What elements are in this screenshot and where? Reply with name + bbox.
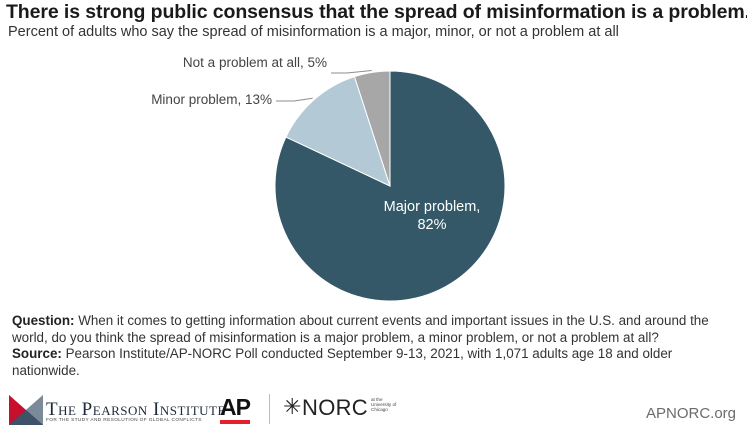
site-url: APNORC.org: [646, 405, 737, 422]
chart-subtitle: Percent of adults who say the spread of …: [8, 24, 619, 40]
question-label: Question:: [12, 313, 75, 328]
slice-label-2: Not a problem at all, 5%: [183, 55, 327, 70]
pie-chart: Major problem, 82% Minor problem, 13% Not a…: [151, 55, 506, 302]
pearson-emblem-icon: [9, 395, 43, 425]
ap-logo: AP: [220, 394, 251, 420]
source-text: Pearson Institute/AP-NORC Poll conducted…: [12, 346, 673, 378]
leader-line-2: [331, 69, 372, 74]
pearson-tagline: FOR THE STUDY AND RESOLUTION OF GLOBAL C…: [46, 418, 202, 423]
question-text: When it comes to getting information abo…: [12, 313, 709, 345]
norc-logo: NORC: [302, 395, 368, 420]
pie-slice-2: [353, 70, 391, 187]
chart-title: There is strong public consensus that th…: [6, 1, 747, 23]
pearson-logo-text: The Pearson Institute: [46, 399, 226, 420]
chart-notes: Question: When it comes to getting infor…: [12, 313, 742, 379]
slice-label-1: Minor problem, 13%: [151, 92, 272, 107]
ap-logo-bar: [220, 420, 250, 424]
slice-label-0: Major problem, 82%: [384, 199, 481, 233]
source-label: Source:: [12, 346, 62, 361]
logo-divider: [269, 394, 270, 424]
leader-line-1: [276, 97, 313, 102]
norc-logo-subtext: at the University of Chicago: [371, 397, 397, 412]
pie-slice-1: [285, 75, 391, 187]
footer-logos: The Pearson Institute FOR THE STUDY AND …: [0, 390, 747, 426]
norc-star-icon: ✳: [283, 394, 302, 419]
